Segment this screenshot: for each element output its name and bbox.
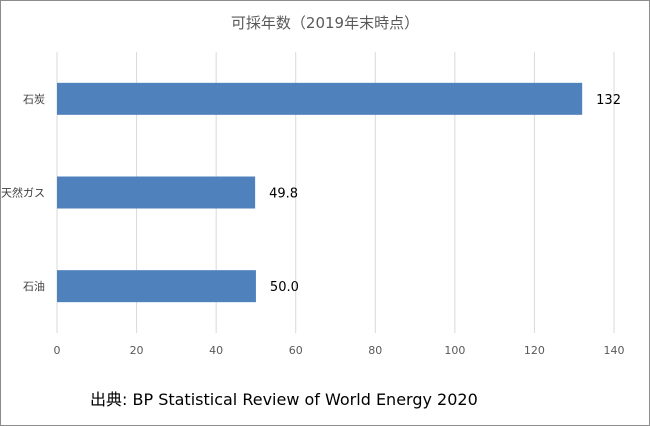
data-label: 50.0 bbox=[270, 280, 299, 295]
source-note: 出典: BP Statistical Review of World Energ… bbox=[90, 390, 478, 409]
bar bbox=[57, 82, 583, 115]
data-label: 49.8 bbox=[269, 187, 298, 202]
bars bbox=[57, 82, 583, 303]
category-label: 天然ガス bbox=[1, 186, 45, 200]
x-tick-label: 120 bbox=[524, 344, 545, 357]
category-label: 石炭 bbox=[23, 93, 45, 106]
category-label: 石油 bbox=[23, 279, 45, 293]
x-tick-label: 40 bbox=[209, 344, 223, 357]
chart-title: 可採年数（2019年末時点） bbox=[230, 14, 420, 32]
x-tick-label: 0 bbox=[54, 344, 61, 357]
x-tick-label: 80 bbox=[368, 344, 382, 357]
x-tick-label: 60 bbox=[289, 344, 303, 357]
x-tick-label: 100 bbox=[444, 344, 465, 357]
x-tick-label: 20 bbox=[130, 344, 144, 357]
bar bbox=[57, 176, 256, 209]
bar bbox=[57, 270, 256, 303]
x-tick-label: 140 bbox=[604, 344, 625, 357]
labels: 0 20 40 60 80 100 120 140 石炭 132 天然ガス 49.8 石油 50.0 bbox=[1, 93, 625, 357]
data-label: 132 bbox=[596, 93, 621, 108]
